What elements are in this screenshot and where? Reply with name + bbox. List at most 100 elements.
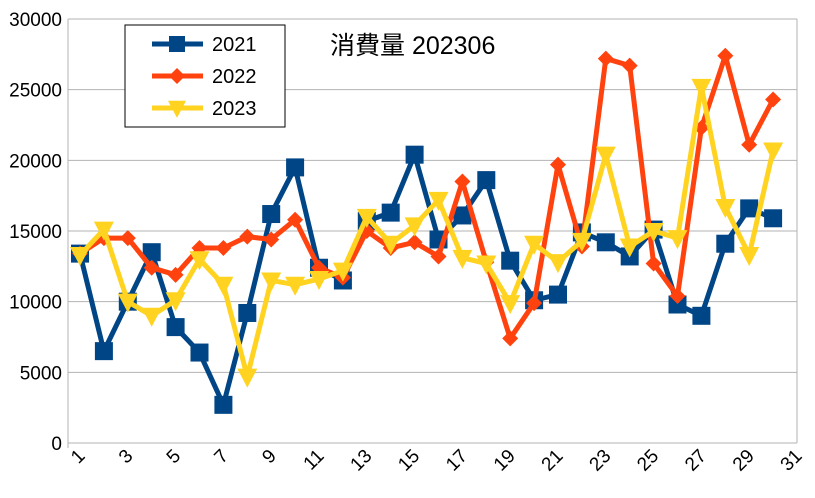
data-point [70, 247, 90, 267]
data-point [405, 145, 424, 164]
data-point [669, 288, 686, 305]
y-tick-label: 0 [51, 434, 62, 455]
y-tick-label: 20000 [9, 151, 62, 172]
legend: 2021 2022 2023 [124, 24, 286, 128]
data-point [550, 156, 566, 173]
data-point [549, 285, 567, 304]
data-point [93, 221, 114, 241]
y-tick-label: 15000 [9, 222, 62, 243]
data-point [454, 173, 471, 190]
data-point [764, 209, 783, 228]
data-point [165, 292, 186, 312]
data-point [262, 205, 281, 224]
x-tick-label: 27 [681, 446, 711, 476]
data-point [189, 251, 210, 271]
data-point [287, 211, 304, 228]
data-point [741, 136, 758, 153]
x-tick-label: 11 [300, 446, 329, 475]
x-tick-label: 17 [442, 446, 472, 476]
data-point [597, 50, 614, 67]
data-point [406, 234, 423, 251]
data-point [476, 255, 497, 275]
data-point [453, 206, 472, 225]
data-point [692, 306, 711, 325]
data-point [214, 395, 233, 414]
data-point [765, 91, 782, 108]
chart-title: 消費量 202306 [330, 32, 495, 60]
data-point [524, 235, 545, 255]
data-point [668, 295, 687, 314]
legend-label: 2023 [212, 98, 257, 120]
data-point [428, 191, 449, 211]
legend-label: 2021 [212, 34, 257, 56]
data-point [381, 203, 400, 222]
data-point [643, 223, 664, 242]
x-tick-label: 23 [586, 446, 616, 476]
data-point [143, 259, 160, 276]
x-tick-label: 9 [258, 446, 280, 468]
data-point [380, 235, 401, 255]
x-tick-label: 13 [347, 446, 377, 476]
x-tick-label: 19 [490, 446, 520, 476]
y-tick-label: 30000 [9, 10, 62, 31]
y-tick-label: 10000 [9, 293, 62, 314]
data-point [526, 295, 543, 312]
data-point [169, 36, 185, 52]
data-point [500, 295, 521, 315]
data-point [237, 368, 258, 388]
x-tick-label: 1 [67, 446, 89, 468]
data-point [691, 78, 712, 98]
data-point [596, 233, 615, 252]
data-point [332, 262, 353, 282]
data-point [190, 343, 209, 362]
data-point [645, 255, 662, 272]
data-point [142, 243, 161, 262]
data-point [117, 293, 138, 313]
data-point [239, 228, 256, 245]
data-point [94, 342, 113, 361]
data-point [213, 276, 234, 296]
series-2023 [70, 78, 784, 388]
data-point [309, 271, 329, 291]
data-point [169, 68, 185, 84]
x-tick-label: 25 [633, 446, 663, 476]
data-point [168, 100, 186, 118]
x-tick-label: 3 [115, 446, 137, 468]
data-point [740, 199, 759, 218]
x-tick-label: 21 [538, 446, 568, 476]
series-line [77, 152, 775, 408]
data-point [285, 276, 306, 296]
data-point [739, 247, 760, 267]
y-tick-label: 5000 [20, 363, 62, 384]
data-point [715, 198, 736, 218]
data-point [119, 230, 136, 247]
data-point [716, 234, 735, 253]
data-point [717, 47, 734, 64]
data-point [477, 171, 496, 190]
data-point [502, 330, 519, 347]
data-point [621, 57, 638, 74]
data-point [452, 249, 473, 269]
x-tick-label: 7 [211, 446, 233, 468]
data-point [763, 142, 784, 162]
x-tick-label: 29 [729, 446, 759, 476]
data-point [286, 158, 305, 177]
x-tick-label: 31 [777, 446, 807, 476]
data-point [619, 238, 640, 258]
data-point [430, 248, 447, 265]
data-point [141, 307, 162, 327]
data-point [356, 208, 377, 228]
legend-label: 2022 [212, 66, 257, 88]
data-point [215, 239, 232, 256]
data-point [263, 231, 280, 248]
x-tick-label: 5 [163, 446, 185, 468]
data-point [595, 146, 616, 166]
y-tick-label: 25000 [9, 81, 62, 102]
data-point [667, 230, 688, 250]
data-point [548, 254, 568, 274]
data-point [404, 217, 425, 237]
x-tick-label: 15 [394, 446, 424, 476]
data-point [571, 232, 592, 252]
data-point [261, 272, 282, 292]
